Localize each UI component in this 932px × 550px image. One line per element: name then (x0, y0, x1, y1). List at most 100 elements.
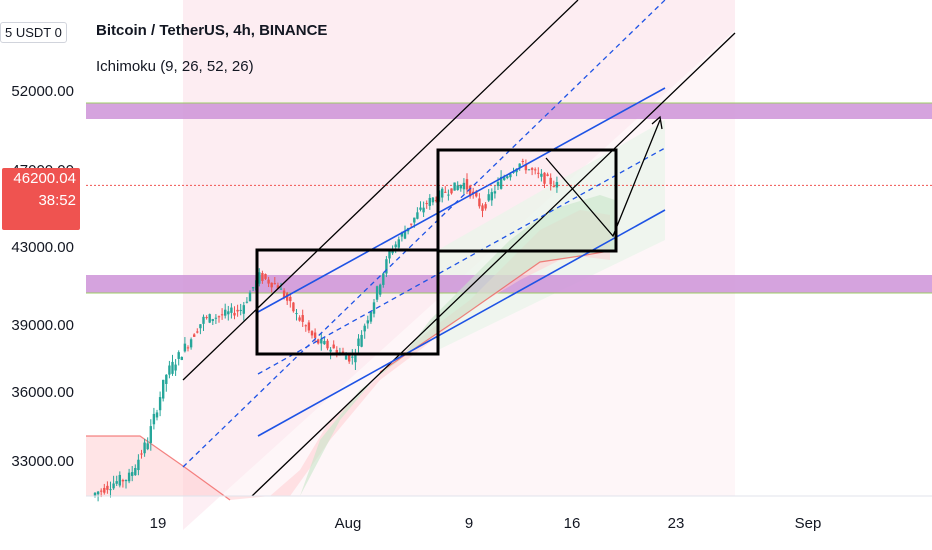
candle-body (555, 182, 559, 188)
channel-mid-dashed-2 (257, 147, 666, 375)
candle-body (282, 290, 286, 298)
candle-body (137, 459, 140, 471)
candle-body (276, 285, 280, 289)
candle-body (543, 172, 546, 184)
projection-arrowhead (651, 115, 663, 130)
candle-body (472, 191, 475, 194)
candle-body (267, 279, 270, 284)
candle-body (419, 207, 422, 210)
candle-body (264, 274, 267, 279)
candle-body (224, 309, 227, 316)
candle-body (134, 468, 137, 476)
y-tick-label: 43000.00 (11, 239, 74, 256)
candle-body (332, 344, 335, 349)
candle-body (357, 338, 360, 347)
candle-body (410, 223, 413, 225)
time-axis: 19 Aug 9 16 23 Sep (86, 495, 932, 532)
candle-body (484, 204, 487, 209)
channel-lower-black (251, 32, 736, 497)
candle-body (527, 169, 531, 171)
candle-body (193, 334, 196, 337)
candle-body (96, 491, 100, 495)
candle-body (298, 317, 301, 321)
candle-body (227, 311, 230, 315)
candle-body (304, 325, 307, 327)
candle-body (100, 490, 103, 492)
candle-body (118, 474, 121, 486)
candle-body (487, 194, 490, 201)
candle-body (465, 179, 469, 190)
candle-body (351, 356, 354, 358)
candle-body (388, 251, 391, 259)
candle-body (490, 192, 493, 201)
candle-body (530, 168, 534, 170)
candle-body (391, 250, 394, 254)
candle-body (459, 185, 462, 189)
candle-body (369, 311, 373, 322)
indicator-label[interactable]: Ichimoku (9, 26, 52, 26) (96, 58, 254, 75)
candle-body (382, 273, 385, 285)
candle-body (152, 413, 156, 425)
candle-body (478, 198, 481, 207)
candle-body (521, 160, 524, 162)
candle-body (375, 286, 379, 300)
candle-body (162, 379, 165, 399)
candle-body (372, 302, 376, 314)
candle-body (425, 203, 428, 205)
cloud-green (300, 195, 615, 496)
candle-body (434, 200, 438, 202)
candle-body (146, 443, 149, 450)
candle-body (180, 356, 183, 360)
candle-body (320, 338, 323, 344)
candle-body (220, 314, 224, 316)
candle-body (124, 479, 128, 482)
candle-body (397, 239, 400, 248)
unit-badge[interactable]: 5 USDT 0 (0, 22, 67, 43)
candle-body (475, 191, 478, 197)
candle-body (217, 316, 221, 318)
candle-body (403, 230, 407, 239)
candle-body (236, 309, 239, 312)
candle-body (462, 182, 466, 190)
price-axis: 52000.0047000.0043000.0039000.0036000.00… (11, 83, 74, 470)
candle-body (295, 313, 298, 315)
candle-body (431, 197, 435, 203)
candle-body (270, 282, 273, 288)
candle-body (143, 442, 146, 454)
horizontal-zones (86, 102, 932, 294)
kijun-line (86, 435, 231, 501)
candle-body (468, 185, 472, 197)
candle-body (400, 232, 404, 237)
candle-body (112, 483, 115, 489)
drawing-tools (182, 0, 736, 497)
candle-body (214, 317, 218, 319)
candle-body (245, 301, 249, 303)
candle-body (168, 365, 171, 375)
candle-body (189, 339, 193, 348)
candle-body (329, 349, 332, 352)
candle-body (506, 176, 509, 179)
candle-body (354, 355, 357, 363)
channel-upper-blue (257, 87, 666, 313)
candle-body (211, 319, 214, 321)
candle-body (202, 316, 205, 324)
candle-body (493, 191, 497, 194)
candle-body (348, 354, 351, 362)
y-tick-label: 36000.00 (11, 384, 74, 401)
candle-body (552, 186, 555, 188)
candle-body (248, 292, 252, 302)
candle-body (279, 288, 283, 290)
candle-body (441, 188, 444, 198)
candle-body (444, 191, 447, 193)
candle-body (174, 364, 177, 371)
candle-body (140, 453, 143, 455)
current-price-tag: 46200.04 38:52 (2, 168, 80, 230)
background-layer (183, 0, 735, 530)
consolidation-box-1 (255, 248, 440, 356)
candle-body (496, 182, 500, 187)
candle-body (239, 309, 242, 311)
y-tick-label: 33000.00 (11, 453, 74, 470)
consolidation-box-2 (436, 148, 618, 253)
candle-body (301, 315, 304, 322)
